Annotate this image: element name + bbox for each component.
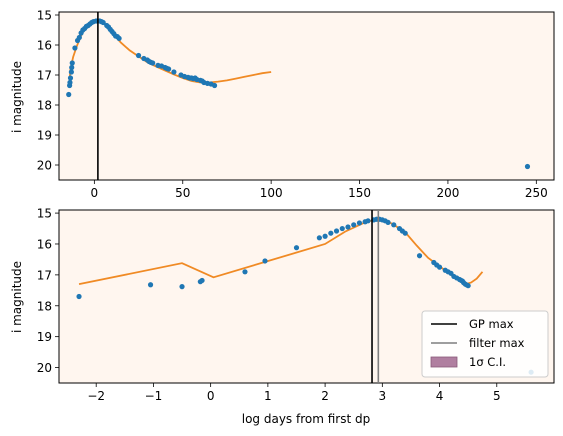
observation-point [402, 230, 408, 236]
x-tick-label: 0 [91, 186, 99, 200]
x-tick-label: 2 [321, 389, 329, 403]
axis-ticks-top: 0 50 100 150 200 250 15 16 17 18 19 20 [37, 9, 548, 201]
x-tick-label: −2 [87, 389, 105, 403]
observation-point [211, 82, 218, 89]
plot-area-top [58, 11, 555, 181]
y-tick-label: 18 [37, 99, 52, 113]
observation-point [293, 245, 300, 251]
legend-ci-swatch [430, 356, 458, 368]
ylabel-top: i magnitude [10, 61, 24, 133]
observation-point [67, 79, 73, 86]
y-tick-label: 19 [37, 330, 52, 344]
y-tick-label: 17 [37, 69, 52, 83]
observation-point [179, 284, 185, 290]
observation-point [69, 60, 75, 66]
observation-point [242, 269, 248, 275]
observation-point [67, 75, 74, 81]
observation-point [199, 277, 205, 284]
observation-point [76, 34, 82, 41]
ylabel-bottom: i magnitude [10, 261, 24, 333]
observation-point [339, 225, 345, 232]
observation-point [66, 91, 72, 98]
observation-point [316, 235, 322, 241]
x-tick-label: 0 [207, 389, 215, 403]
legend-gp-max-label: GP max [469, 317, 514, 331]
observation-point [436, 264, 443, 270]
x-tick-label: 4 [436, 389, 444, 403]
observation-point [166, 66, 172, 72]
y-tick-label: 19 [37, 129, 52, 143]
x-tick-label: 50 [175, 186, 190, 200]
observation-point [100, 19, 106, 26]
observation-point [72, 45, 78, 51]
legend-filter-max-label: filter max [469, 336, 525, 350]
x-tick-label: 1 [264, 389, 272, 403]
y-tick-label: 16 [37, 237, 52, 251]
y-tick-label: 17 [37, 268, 52, 282]
y-tick-label: 16 [37, 39, 52, 53]
observation-point [69, 64, 75, 71]
observation-point [345, 224, 351, 230]
observation-point [365, 218, 371, 224]
observation-point [333, 228, 340, 234]
observation-point [262, 258, 268, 264]
observation-point [416, 253, 423, 259]
observation-point [322, 233, 328, 239]
observation-point [391, 222, 397, 228]
y-tick-label: 15 [37, 207, 52, 221]
x-tick-label: 100 [260, 186, 283, 200]
x-tick-label: 150 [348, 186, 371, 200]
observation-point [356, 220, 363, 226]
y-tick-label: 20 [37, 361, 52, 375]
observation-point [68, 69, 74, 75]
y-tick-label: 15 [37, 9, 52, 23]
x-tick-label: 250 [525, 186, 548, 200]
observation-point [385, 219, 391, 225]
legend: GP max filter max 1σ C.I. [421, 310, 549, 378]
xlabel-bottom: log days from first dp [242, 412, 370, 426]
observation-point [171, 69, 177, 75]
observation-point [524, 163, 531, 170]
observation-point [135, 52, 142, 59]
y-tick-label: 18 [37, 299, 52, 313]
observation-point [351, 222, 357, 228]
observation-point [465, 283, 471, 289]
observation-point [328, 230, 334, 236]
x-tick-label: −1 [145, 389, 163, 403]
x-tick-label: 5 [493, 389, 501, 403]
axis-ticks-bottom: −2 −1 0 1 2 3 4 5 15 16 17 18 19 20 [37, 207, 501, 403]
observation-point [76, 293, 82, 300]
observation-point [147, 282, 154, 288]
observation-point [116, 35, 122, 42]
observation-point [150, 60, 156, 66]
y-tick-label: 20 [37, 159, 52, 173]
legend-ci-label: 1σ C.I. [469, 355, 506, 369]
x-tick-label: 3 [379, 389, 387, 403]
x-tick-label: 200 [436, 186, 459, 200]
